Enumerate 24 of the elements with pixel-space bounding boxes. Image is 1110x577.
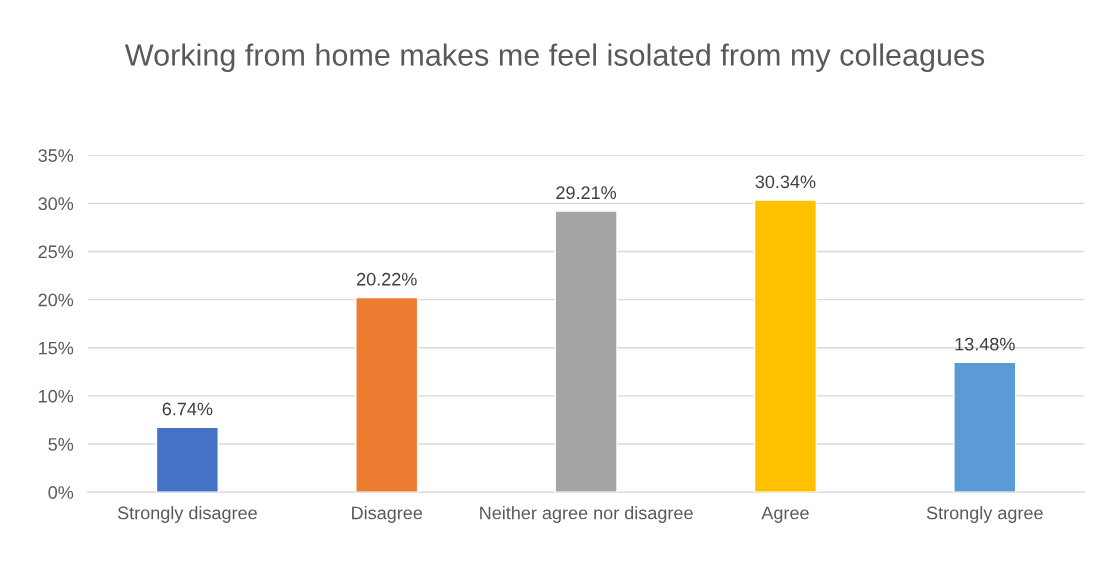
- y-tick-label: 0%: [48, 486, 74, 499]
- y-tick-label: 20%: [38, 293, 74, 307]
- data-label: 20.22%: [357, 272, 417, 286]
- y-tick-label: 5%: [48, 438, 74, 451]
- bar: [355, 296, 419, 493]
- data-label: 13.48%: [955, 337, 1015, 351]
- y-tick-label: 35%: [38, 149, 74, 162]
- bar: [155, 426, 219, 493]
- y-tick-label: 10%: [39, 389, 74, 403]
- y-tick-label: 30%: [38, 197, 74, 211]
- x-tick-label: Strongly disagree: [117, 506, 257, 523]
- bar: [753, 199, 818, 493]
- bar: [953, 361, 1017, 493]
- data-label: 30.34%: [755, 175, 816, 189]
- data-label: 6.74%: [162, 402, 213, 416]
- bar: [554, 210, 618, 493]
- data-label: 29.21%: [556, 186, 617, 200]
- chart-title: Working from home makes me feel isolated from my colleagues: [124, 43, 985, 72]
- x-tick-label: Strongly agree: [926, 506, 1043, 523]
- x-tick-label: Disagree: [352, 506, 423, 523]
- x-tick-label: Agree: [761, 506, 809, 523]
- x-tick-label: Neither agree nor disagree: [480, 506, 693, 523]
- y-tick-label: 25%: [38, 245, 74, 259]
- y-tick-label: 15%: [39, 341, 74, 355]
